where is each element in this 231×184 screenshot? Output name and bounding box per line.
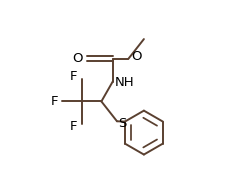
Text: F: F (51, 95, 58, 108)
Text: S: S (118, 117, 126, 130)
Text: F: F (70, 120, 77, 133)
Text: NH: NH (115, 76, 134, 89)
Text: F: F (70, 70, 77, 83)
Text: O: O (72, 52, 82, 65)
Text: O: O (131, 49, 142, 63)
